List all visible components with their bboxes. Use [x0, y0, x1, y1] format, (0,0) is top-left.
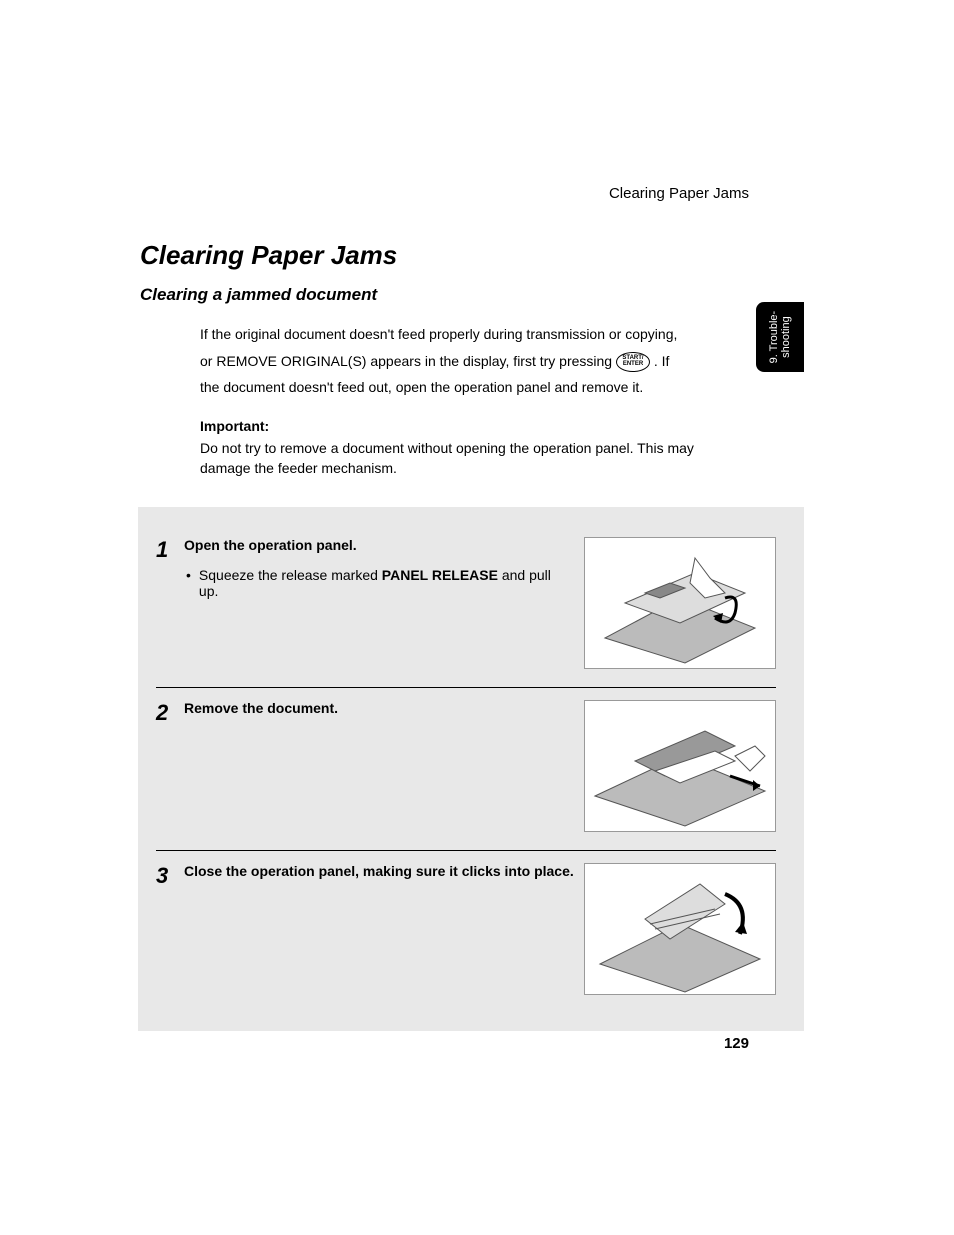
step-illustration — [584, 537, 776, 669]
chapter-tab: 9. Trouble-shooting — [756, 302, 804, 372]
step-illustration — [584, 863, 776, 995]
start-enter-button-icon: START/ENTER — [616, 352, 650, 372]
section-title: Clearing a jammed document — [140, 285, 804, 305]
intro-line-3: the document doesn't feed out, open the … — [200, 379, 643, 395]
step-row: 3 Close the operation panel, making sure… — [156, 851, 776, 1013]
step-number: 3 — [156, 863, 184, 1003]
step-heading: Remove the document. — [184, 700, 574, 716]
steps-container: 1 Open the operation panel. • Squeeze th… — [138, 507, 804, 1031]
intro-line-1: If the original document doesn't feed pr… — [200, 326, 677, 342]
step-heading: Open the operation panel. — [184, 537, 574, 553]
important-label: Important: — [200, 413, 744, 440]
page-number: 129 — [724, 1035, 749, 1052]
page-title: Clearing Paper Jams — [140, 240, 804, 271]
step-bullet: • Squeeze the release marked PANEL RELEA… — [186, 567, 574, 599]
intro-line-2a: or REMOVE ORIGINAL(S) appears in the dis… — [200, 353, 616, 369]
chapter-tab-text: 9. Trouble-shooting — [768, 311, 792, 364]
running-header: Clearing Paper Jams — [609, 185, 749, 202]
step-illustration — [584, 700, 776, 832]
step-body: Close the operation panel, making sure i… — [184, 863, 584, 1003]
step-body: Open the operation panel. • Squeeze the … — [184, 537, 584, 677]
step-heading: Close the operation panel, making sure i… — [184, 863, 574, 879]
step-number: 2 — [156, 700, 184, 840]
intro-line-2b: . If — [654, 353, 670, 369]
step-number: 1 — [156, 537, 184, 677]
important-text: Do not try to remove a document without … — [200, 439, 744, 478]
bullet-dot: • — [186, 567, 191, 599]
step-body: Remove the document. — [184, 700, 584, 840]
step-row: 2 Remove the document. — [156, 688, 776, 851]
step-row: 1 Open the operation panel. • Squeeze th… — [156, 525, 776, 688]
intro-paragraph: If the original document doesn't feed pr… — [200, 321, 744, 479]
